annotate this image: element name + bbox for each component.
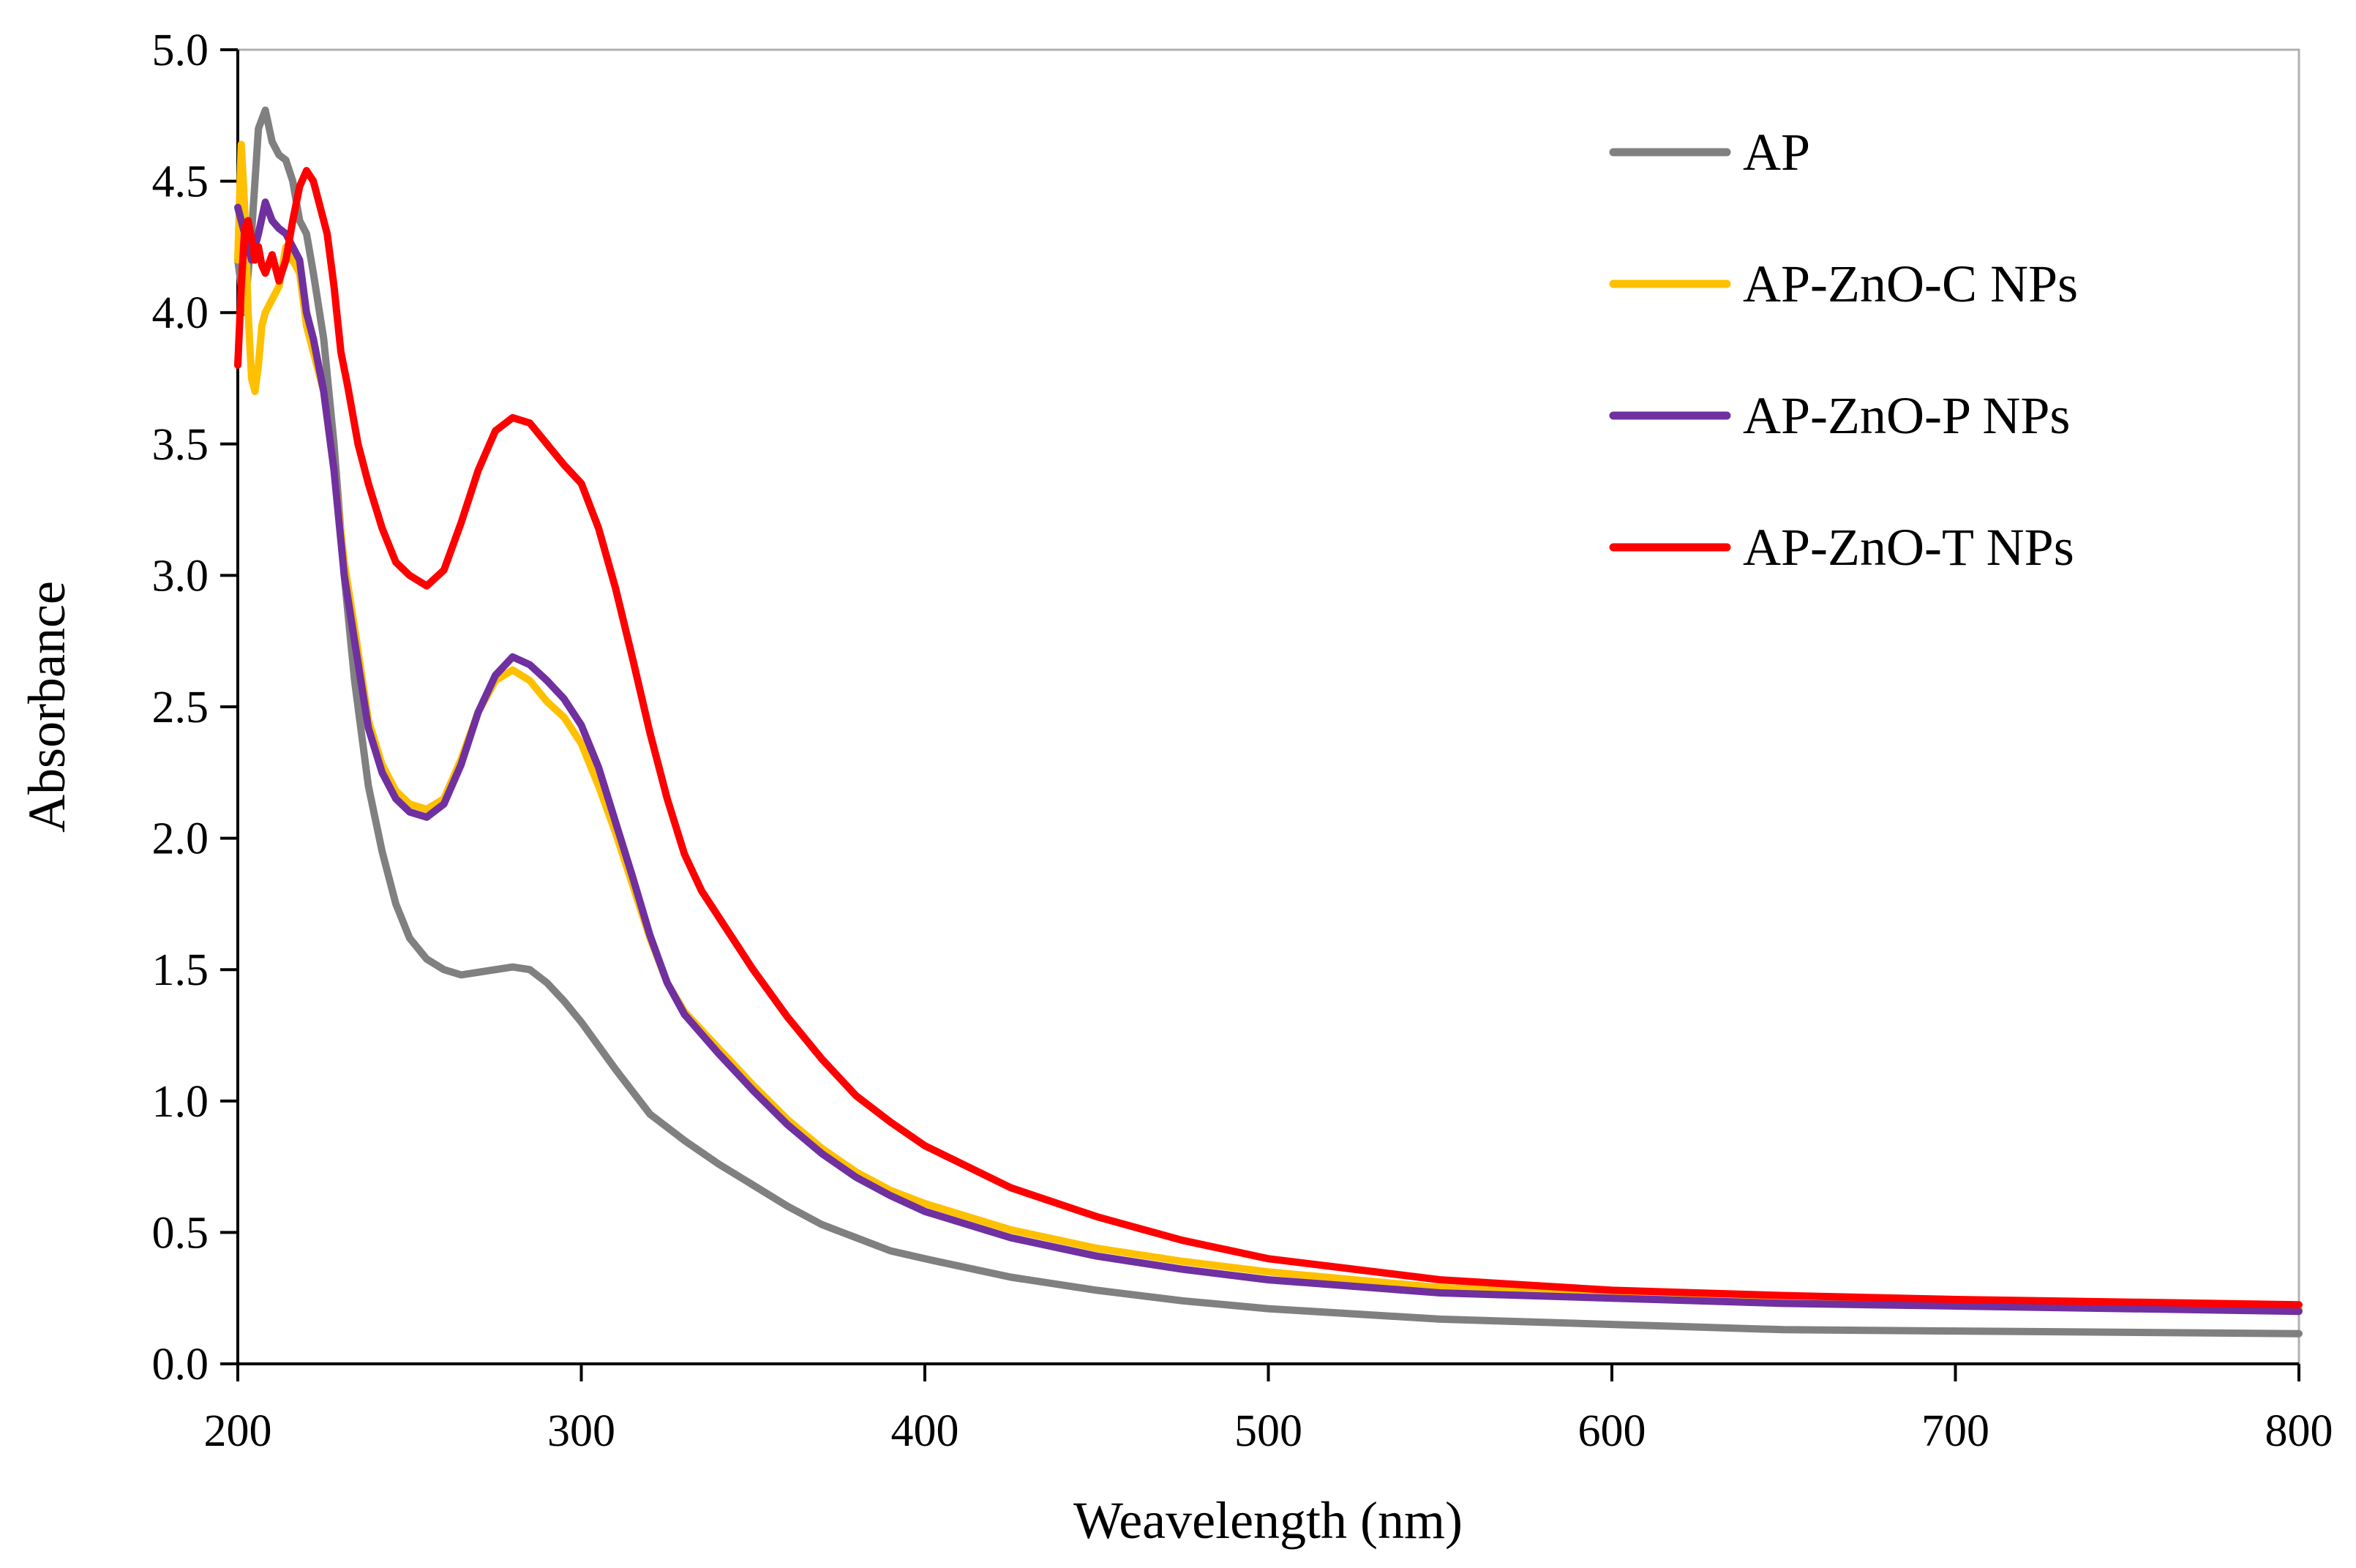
y-tick-label: 3.0 [152, 551, 209, 601]
x-tick-label: 800 [2265, 1406, 2333, 1456]
x-tick-label: 700 [1921, 1406, 1989, 1456]
legend: AP AP-ZnO-C NPs AP-ZnO-P NPs AP-ZnO-T NPs [1609, 123, 2078, 577]
y-tick-label: 5.0 [152, 26, 209, 75]
y-tick-label: 2.0 [152, 814, 209, 864]
y-tick-label: 0.5 [152, 1208, 209, 1258]
series-line-1 [234, 106, 2303, 1338]
series-line-4 [234, 167, 2303, 1309]
x-tick-label: 400 [891, 1406, 959, 1456]
y-tick-label: 4.0 [152, 288, 209, 338]
y-tick-label: 3.5 [152, 420, 209, 470]
series-line-3 [234, 198, 2303, 1316]
legend-label-2: AP-ZnO-C NPs [1743, 255, 2078, 313]
y-tick-label: 2.5 [152, 683, 209, 732]
y-tick-label: 1.5 [152, 945, 209, 995]
x-axis-title: Weavelength (nm) [1073, 1491, 1463, 1550]
x-tick-label: 200 [204, 1406, 272, 1456]
x-tick-label: 300 [547, 1406, 615, 1456]
legend-label-1: AP [1743, 123, 1810, 181]
y-tick-label: 0.0 [152, 1340, 209, 1389]
x-tick-label: 500 [1234, 1406, 1302, 1456]
x-tick-label: 600 [1578, 1406, 1646, 1456]
y-tick-label: 1.0 [152, 1077, 209, 1127]
axes: 0.0 0.5 1.0 1.5 2.0 2.5 3.0 3.5 4.0 4.5 5.0 200 300 4… [152, 26, 2333, 1456]
y-tick-label: 4.5 [152, 157, 209, 207]
legend-label-4: AP-ZnO-T NPs [1743, 518, 2074, 577]
legend-label-3: AP-ZnO-P NPs [1743, 386, 2070, 445]
y-axis-title: Absorbance [18, 581, 76, 833]
series-group [234, 106, 2303, 1338]
